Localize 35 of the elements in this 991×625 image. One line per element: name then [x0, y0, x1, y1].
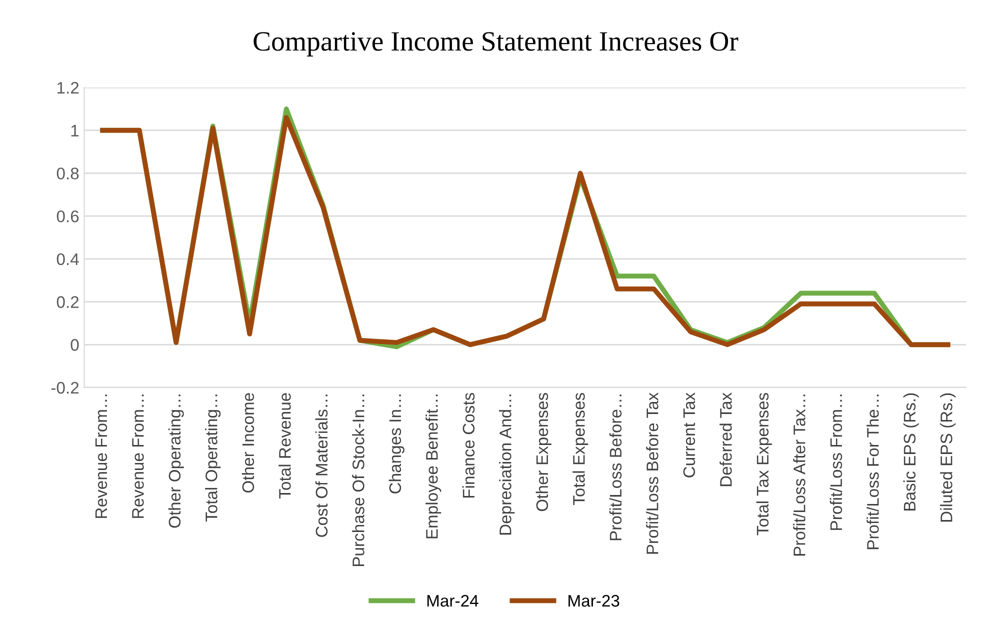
x-tick-label: Revenue From…: [132, 394, 144, 518]
x-tick-label: Profit/Loss Before Tax: [646, 392, 658, 554]
x-tick-label: Total Revenue: [278, 393, 291, 499]
x-tick-label: Other Income: [242, 393, 254, 493]
x-tick-label: Cost Of Materials…: [315, 394, 328, 537]
y-tick-label: 0.6: [56, 210, 79, 222]
x-tick-label: Profit/Loss After Tax…: [793, 394, 806, 556]
x-tick-label: Total Operating…: [205, 394, 221, 522]
legend-label: Mar-23: [568, 594, 620, 607]
y-tick-label: 1: [71, 124, 79, 136]
y-tick-label: 1.2: [57, 82, 79, 94]
y-tick-label: 0.4: [56, 253, 79, 266]
y-tick-label: 0.8: [56, 168, 79, 180]
x-tick-label: Other Operating…: [168, 394, 184, 528]
y-tick-label: 0: [70, 339, 79, 351]
x-tick-label: Profit/Loss From…: [830, 394, 842, 530]
x-tick-label: Basic EPS (Rs.): [903, 393, 919, 510]
legend-label: Mar-24: [427, 594, 478, 607]
x-tick-label: Profit/Loss For The…: [866, 394, 879, 550]
x-tick-label: Current Tax: [683, 392, 696, 478]
x-tick-label: Diluted EPS (Rs.): [940, 393, 956, 522]
x-tick-label: Finance Costs: [462, 392, 475, 498]
y-tick-label: -0.2: [51, 382, 79, 394]
x-tick-label: Changes In…: [388, 394, 404, 494]
chart-title: Compartive Income Statement Increases Or: [254, 32, 738, 56]
x-tick-label: Deferred Tax: [720, 392, 732, 486]
x-tick-label: Profit/Loss Before…: [609, 394, 622, 540]
x-tick-label: Total Tax Expenses: [756, 392, 772, 536]
x-tick-label: Purchase Of Stock-In…: [352, 394, 364, 566]
y-tick-label: 0.2: [56, 296, 79, 308]
x-tick-label: Total Expenses: [572, 392, 588, 505]
x-tick-label: Depreciation And…: [499, 394, 515, 535]
x-tick-label: Revenue From…: [95, 394, 108, 518]
x-tick-label: Employee Benefit…: [426, 394, 442, 538]
x-tick-label: Other Expenses: [536, 392, 552, 512]
